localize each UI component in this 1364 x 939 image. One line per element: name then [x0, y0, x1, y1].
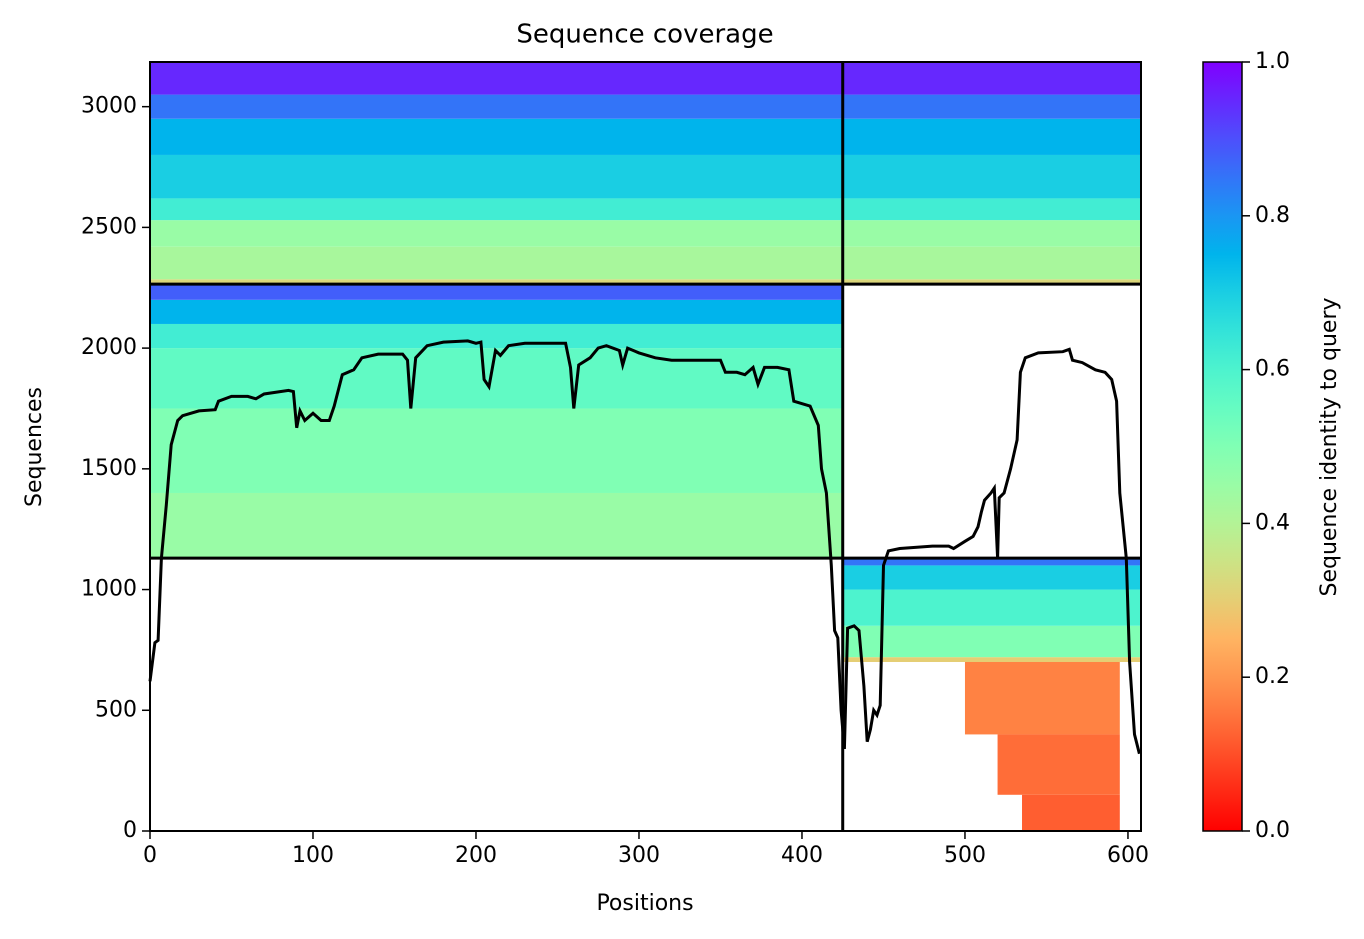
y-tick-label: 2000	[81, 335, 137, 360]
colorbar-tick-label: 0.4	[1255, 510, 1290, 535]
heatmap-band	[997, 734, 1120, 795]
heatmap-band	[842, 154, 1141, 199]
heatmap-band	[150, 348, 843, 409]
chart-title: Sequence coverage	[516, 20, 773, 50]
heatmap-band	[150, 408, 843, 493]
heatmap-band	[150, 492, 843, 559]
heatmap-band	[150, 220, 843, 247]
heatmap-band	[150, 299, 843, 324]
heatmap-band	[150, 118, 843, 155]
x-axis-label: Positions	[596, 891, 693, 916]
colorbar-tick-label: 1.0	[1255, 49, 1290, 74]
heatmap-band	[842, 565, 1141, 590]
heatmap-band	[150, 246, 843, 280]
colorbar-tick-label: 0.0	[1255, 818, 1290, 843]
colorbar-tick-label: 0.8	[1255, 203, 1290, 228]
x-tick-label: 0	[143, 843, 157, 868]
x-tick-label: 400	[781, 843, 823, 868]
y-tick-label: 2500	[81, 214, 137, 239]
plot-frame	[149, 61, 1142, 832]
heatmap-band	[150, 323, 843, 349]
heatmap-band	[842, 198, 1141, 221]
x-tick-label: 200	[455, 843, 497, 868]
heatmap-band	[842, 246, 1141, 280]
heatmap-band	[842, 279, 1141, 285]
heatmap-band	[842, 62, 1141, 95]
y-tick-label: 1500	[81, 456, 137, 481]
y-tick-label: 0	[123, 818, 137, 843]
heatmap-band	[964, 661, 1120, 735]
y-tick-label: 3000	[81, 94, 137, 119]
heatmap-band	[150, 154, 843, 199]
y-axis-label: Sequences	[22, 387, 47, 507]
x-tick-label: 300	[618, 843, 660, 868]
coverage-line	[148, 339, 1141, 755]
heatmap-band	[150, 279, 843, 285]
x-tick-label: 600	[1107, 843, 1149, 868]
heatmap-band	[150, 284, 843, 300]
heatmap-band	[842, 558, 1141, 566]
x-tick-label: 500	[944, 843, 986, 868]
heatmap-band	[150, 62, 843, 95]
heatmap-band	[150, 198, 843, 221]
heatmap-band	[150, 94, 843, 119]
y-tick-label: 1000	[81, 577, 137, 602]
heatmap-band	[842, 220, 1141, 247]
colorbar-tick-label: 0.6	[1255, 357, 1290, 382]
heatmap-band	[842, 118, 1141, 155]
x-tick-label: 100	[292, 843, 334, 868]
heatmap-band	[842, 94, 1141, 119]
colorbar	[1202, 61, 1243, 832]
heatmap-band	[842, 589, 1141, 626]
heatmap-band	[1022, 794, 1120, 831]
colorbar-tick-label: 0.2	[1255, 664, 1290, 689]
y-tick-label: 500	[95, 697, 137, 722]
heatmap-band	[842, 657, 1141, 662]
colorbar-label: Sequence identity to query	[1317, 297, 1342, 596]
heatmap-band	[842, 625, 1141, 658]
